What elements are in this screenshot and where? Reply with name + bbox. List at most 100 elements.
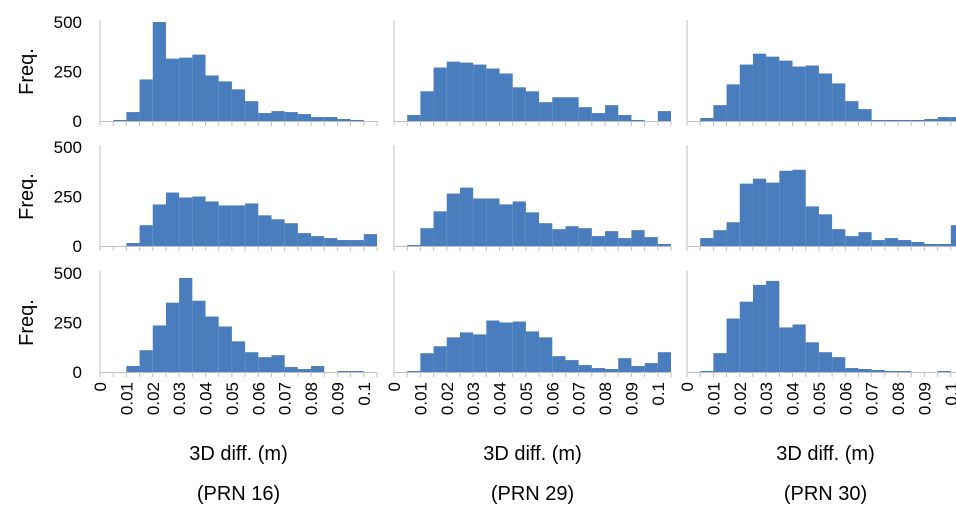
histogram-bar — [271, 219, 285, 246]
histogram-bar — [446, 193, 460, 246]
histogram-bar — [779, 327, 793, 372]
histogram-bar — [499, 204, 513, 246]
histogram-bar — [284, 112, 298, 121]
x-axis-title: 3D diff. (m) — [483, 443, 582, 465]
histogram-bar — [898, 371, 912, 372]
x-tick-label: 0.06 — [249, 382, 268, 415]
histogram-bar — [565, 226, 579, 246]
histogram-bar — [324, 117, 338, 121]
histogram-bar — [845, 368, 859, 372]
histogram-bar — [407, 245, 421, 246]
histogram-bar — [898, 120, 912, 121]
histogram-bar — [766, 56, 780, 121]
x-tick-label: 0 — [385, 382, 404, 391]
histogram-bar — [231, 341, 246, 372]
histogram-bar — [950, 225, 956, 246]
x-tick-label: 0.1 — [355, 382, 374, 406]
histogram-bar — [858, 232, 872, 246]
x-tick-label: 0.09 — [915, 382, 934, 415]
y-tick-label: 500 — [54, 13, 82, 32]
x-tick-label: 0.08 — [596, 382, 615, 415]
x-axis-title: 3D diff. (m) — [776, 443, 875, 465]
histogram-bar — [779, 170, 793, 246]
histogram-bar — [818, 214, 833, 246]
y-tick-label: 250 — [54, 188, 82, 207]
histogram-bar — [297, 369, 312, 372]
histogram-bar — [205, 201, 219, 246]
histogram-bar — [179, 277, 193, 372]
histogram-bar — [258, 113, 272, 121]
histogram-bar — [898, 240, 912, 246]
x-tick-label: 0.02 — [438, 382, 457, 415]
histogram-bar — [950, 117, 956, 121]
histogram-bar — [245, 352, 259, 372]
histogram-bar — [937, 244, 951, 246]
x-tick-label: 0.08 — [302, 382, 321, 415]
histogram-bar — [792, 169, 806, 246]
y-axis-title: Freq. — [16, 173, 38, 220]
histogram-bar — [245, 101, 259, 121]
histogram-bar — [726, 222, 740, 246]
histogram-bar — [805, 342, 819, 372]
histogram-bar — [739, 64, 753, 121]
histogram-bar — [284, 367, 298, 372]
x-tick-label: 0.01 — [704, 382, 723, 415]
histogram-bar — [297, 233, 312, 246]
histogram-bar — [407, 115, 421, 121]
histogram-bar — [871, 240, 885, 246]
histogram-bar — [657, 352, 671, 372]
histogram-bar — [245, 203, 259, 246]
histogram-bar — [363, 234, 377, 246]
x-tick-label: 0.03 — [170, 382, 189, 415]
x-tick-label: 0.04 — [784, 382, 803, 415]
histogram-bar — [311, 236, 325, 246]
histogram-bar — [552, 356, 566, 372]
histogram-bar — [446, 61, 460, 121]
histogram-bar — [337, 371, 351, 372]
histogram-bar — [618, 115, 632, 121]
histogram-bar — [832, 83, 846, 121]
histogram-bar — [884, 120, 899, 121]
histogram-bar — [591, 236, 606, 246]
histogram-bar — [271, 355, 285, 372]
column-title: (PRN 29) — [491, 483, 574, 505]
histogram-bar — [350, 240, 364, 246]
histogram-bar — [284, 223, 298, 246]
histogram-bar — [552, 229, 566, 246]
histogram-bar — [605, 369, 619, 372]
y-tick-label: 250 — [54, 63, 82, 82]
y-tick-label: 0 — [73, 112, 82, 131]
histogram-bar — [618, 238, 632, 246]
x-tick-label: 0.04 — [491, 382, 510, 415]
histogram-bar — [832, 229, 846, 246]
histogram-bar — [739, 183, 753, 246]
histogram-bar — [459, 187, 474, 246]
histogram-bar — [858, 369, 872, 372]
histogram-bar — [937, 117, 951, 121]
histogram-bar — [578, 228, 592, 246]
histogram-bar — [605, 231, 619, 246]
histogram-bar — [512, 87, 526, 121]
column-title: (PRN 30) — [784, 483, 867, 505]
histogram-bar — [618, 358, 632, 372]
histogram-bar — [512, 321, 526, 372]
histogram-bar — [218, 326, 232, 372]
histogram-bar — [459, 332, 474, 372]
x-tick-label: 0.01 — [411, 382, 430, 415]
histogram-bar — [420, 91, 434, 121]
x-tick-label: 0.03 — [757, 382, 776, 415]
histogram-bar — [113, 120, 127, 121]
histogram-bar — [350, 371, 364, 372]
histogram-bar — [126, 243, 140, 246]
histogram-bar — [179, 197, 193, 246]
histogram-bar — [700, 238, 714, 246]
y-tick-label: 0 — [73, 237, 82, 256]
histogram-bar — [420, 228, 434, 246]
x-tick-label: 0.05 — [517, 382, 536, 415]
histogram-bar — [805, 206, 819, 246]
x-tick-label: 0.09 — [328, 382, 347, 415]
histogram-bar — [337, 240, 351, 246]
histogram-bar — [700, 371, 714, 372]
y-tick-label: 0 — [73, 363, 82, 382]
histogram-bar — [205, 75, 219, 121]
